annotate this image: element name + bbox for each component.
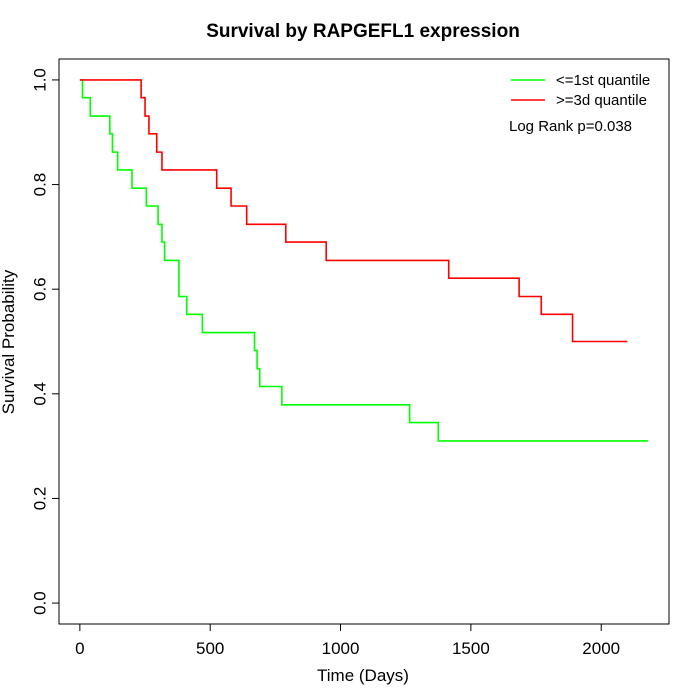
x-tick-label: 0: [75, 639, 84, 658]
x-axis-label: Time (Days): [317, 666, 409, 685]
y-axis: 0.0 0.2 0.4 0.6 0.8 1.0: [31, 68, 60, 615]
legend-label: >=3d quantile: [556, 92, 647, 109]
series-line-0: [79, 79, 649, 442]
x-tick-label: 1000: [322, 639, 360, 658]
y-tick-label: 0.2: [31, 487, 50, 511]
series-line-1: [79, 79, 628, 343]
y-tick-label: 0.4: [31, 382, 50, 406]
chart-title: Survival by RAPGEFL1 expression: [206, 21, 520, 42]
y-tick-label: 0.6: [31, 277, 50, 301]
x-axis: 0 500 1000 1500 2000: [75, 623, 620, 658]
legend-label: <=1st quantile: [556, 72, 650, 89]
y-tick-label: 0.0: [31, 591, 50, 615]
series-layer: [79, 79, 649, 442]
y-tick-label: 0.8: [31, 173, 50, 197]
logrank-annotation: Log Rank p=0.038: [509, 118, 632, 135]
x-tick-label: 1500: [452, 639, 490, 658]
x-tick-label: 2000: [582, 639, 620, 658]
y-tick-label: 1.0: [31, 68, 50, 92]
x-tick-label: 500: [196, 639, 224, 658]
legend: <=1st quantile >=3d quantile: [511, 72, 650, 109]
y-axis-label: Survival Probability: [0, 269, 18, 414]
